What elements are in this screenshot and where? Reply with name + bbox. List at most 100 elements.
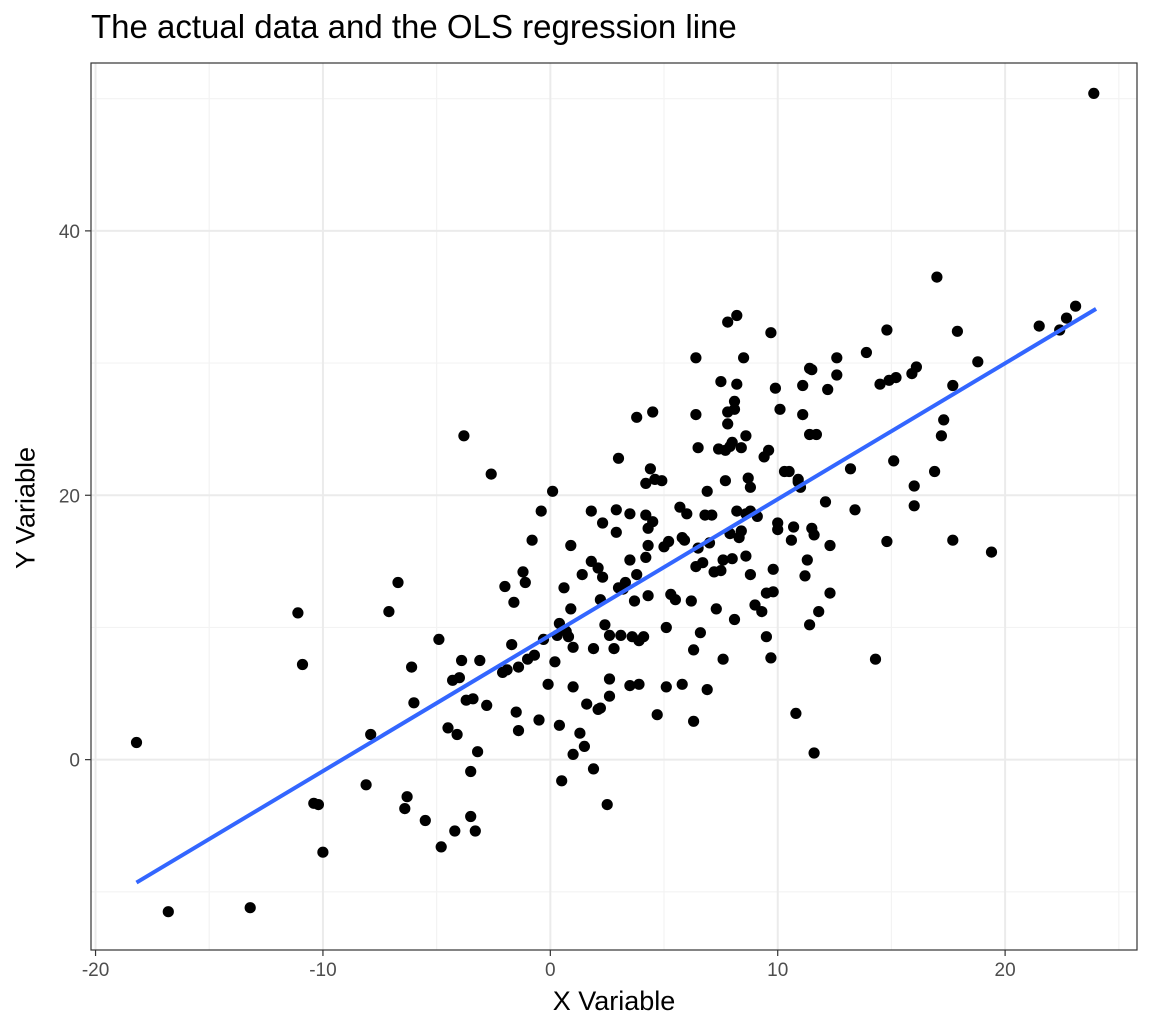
data-point xyxy=(692,442,704,454)
data-point xyxy=(506,639,518,651)
data-point xyxy=(433,633,445,646)
data-point xyxy=(562,631,575,643)
data-point xyxy=(681,508,693,520)
data-point xyxy=(767,563,779,575)
data-point xyxy=(585,505,597,517)
data-point xyxy=(535,505,547,517)
data-point xyxy=(1088,87,1100,99)
data-point xyxy=(656,475,668,487)
data-point xyxy=(728,395,741,407)
data-point xyxy=(244,902,256,914)
data-point xyxy=(717,653,729,665)
data-point xyxy=(567,681,579,693)
data-point xyxy=(735,442,747,454)
data-point xyxy=(392,576,404,589)
data-point xyxy=(542,678,554,690)
data-point xyxy=(597,517,609,529)
data-point xyxy=(631,569,643,581)
data-point xyxy=(660,681,672,693)
data-point xyxy=(774,403,786,415)
data-point xyxy=(935,430,948,442)
data-point xyxy=(849,504,861,516)
data-point xyxy=(783,465,795,478)
data-point xyxy=(660,621,672,634)
data-point xyxy=(910,361,923,373)
data-point xyxy=(162,906,174,918)
data-point xyxy=(663,535,675,548)
data-point xyxy=(722,418,734,430)
data-point xyxy=(603,673,616,685)
data-point xyxy=(587,643,600,655)
data-point xyxy=(951,325,964,337)
data-point xyxy=(547,485,559,497)
data-point xyxy=(406,661,418,673)
data-point xyxy=(292,607,304,619)
data-point xyxy=(365,728,377,741)
data-point xyxy=(526,534,538,546)
data-point xyxy=(728,403,741,415)
data-point xyxy=(594,702,607,714)
data-point xyxy=(467,693,479,705)
x-axis-title: X Variable xyxy=(552,986,676,1016)
data-point xyxy=(631,411,643,423)
data-point xyxy=(881,535,893,548)
data-point xyxy=(592,562,604,574)
data-point xyxy=(972,356,984,368)
data-point xyxy=(638,631,650,643)
data-point xyxy=(831,352,843,364)
data-point xyxy=(640,551,652,564)
data-point xyxy=(688,644,700,656)
data-point xyxy=(742,472,754,484)
data-point xyxy=(628,595,641,607)
data-point xyxy=(744,569,757,581)
data-point xyxy=(690,409,702,421)
data-point xyxy=(799,570,811,582)
data-point xyxy=(676,678,688,690)
data-point xyxy=(442,722,454,734)
data-point xyxy=(706,509,718,521)
data-point xyxy=(715,565,727,577)
data-point xyxy=(890,372,902,384)
data-point xyxy=(808,529,820,541)
data-point xyxy=(874,378,886,390)
data-point xyxy=(785,534,798,546)
data-point xyxy=(731,378,743,390)
data-point xyxy=(947,379,959,392)
data-point xyxy=(831,369,843,381)
data-point xyxy=(601,799,613,811)
data-point xyxy=(453,672,465,684)
chart-title: The actual data and the OLS regression l… xyxy=(91,8,737,45)
data-point xyxy=(567,641,579,653)
data-point xyxy=(697,557,709,569)
data-point xyxy=(512,725,525,737)
data-point xyxy=(456,654,468,667)
axis-ticks: -20 -10 0 10 20 0 20 40 xyxy=(59,222,1016,981)
data-point xyxy=(435,841,447,853)
grid-minor-lines xyxy=(91,63,1137,950)
data-point xyxy=(824,587,836,599)
data-point xyxy=(587,763,600,775)
data-point xyxy=(678,534,691,546)
data-point xyxy=(719,475,732,487)
data-point xyxy=(731,309,743,322)
data-point xyxy=(576,569,588,581)
ols-regression-line xyxy=(135,307,1098,885)
data-point xyxy=(735,525,747,537)
data-point xyxy=(612,452,625,464)
data-point xyxy=(726,553,738,565)
x-tick-label: -20 xyxy=(82,960,109,981)
data-point xyxy=(797,409,809,421)
data-point xyxy=(565,539,577,552)
data-point xyxy=(808,747,820,759)
data-point xyxy=(860,346,873,359)
data-point xyxy=(765,652,777,664)
data-point xyxy=(558,582,570,594)
data-point xyxy=(1060,312,1073,324)
data-point xyxy=(597,571,609,583)
data-point xyxy=(790,707,802,720)
regression-line-group xyxy=(135,307,1098,885)
data-point xyxy=(908,500,920,512)
x-tick-label: 10 xyxy=(767,960,788,981)
data-point xyxy=(640,477,652,489)
data-point xyxy=(465,810,477,823)
